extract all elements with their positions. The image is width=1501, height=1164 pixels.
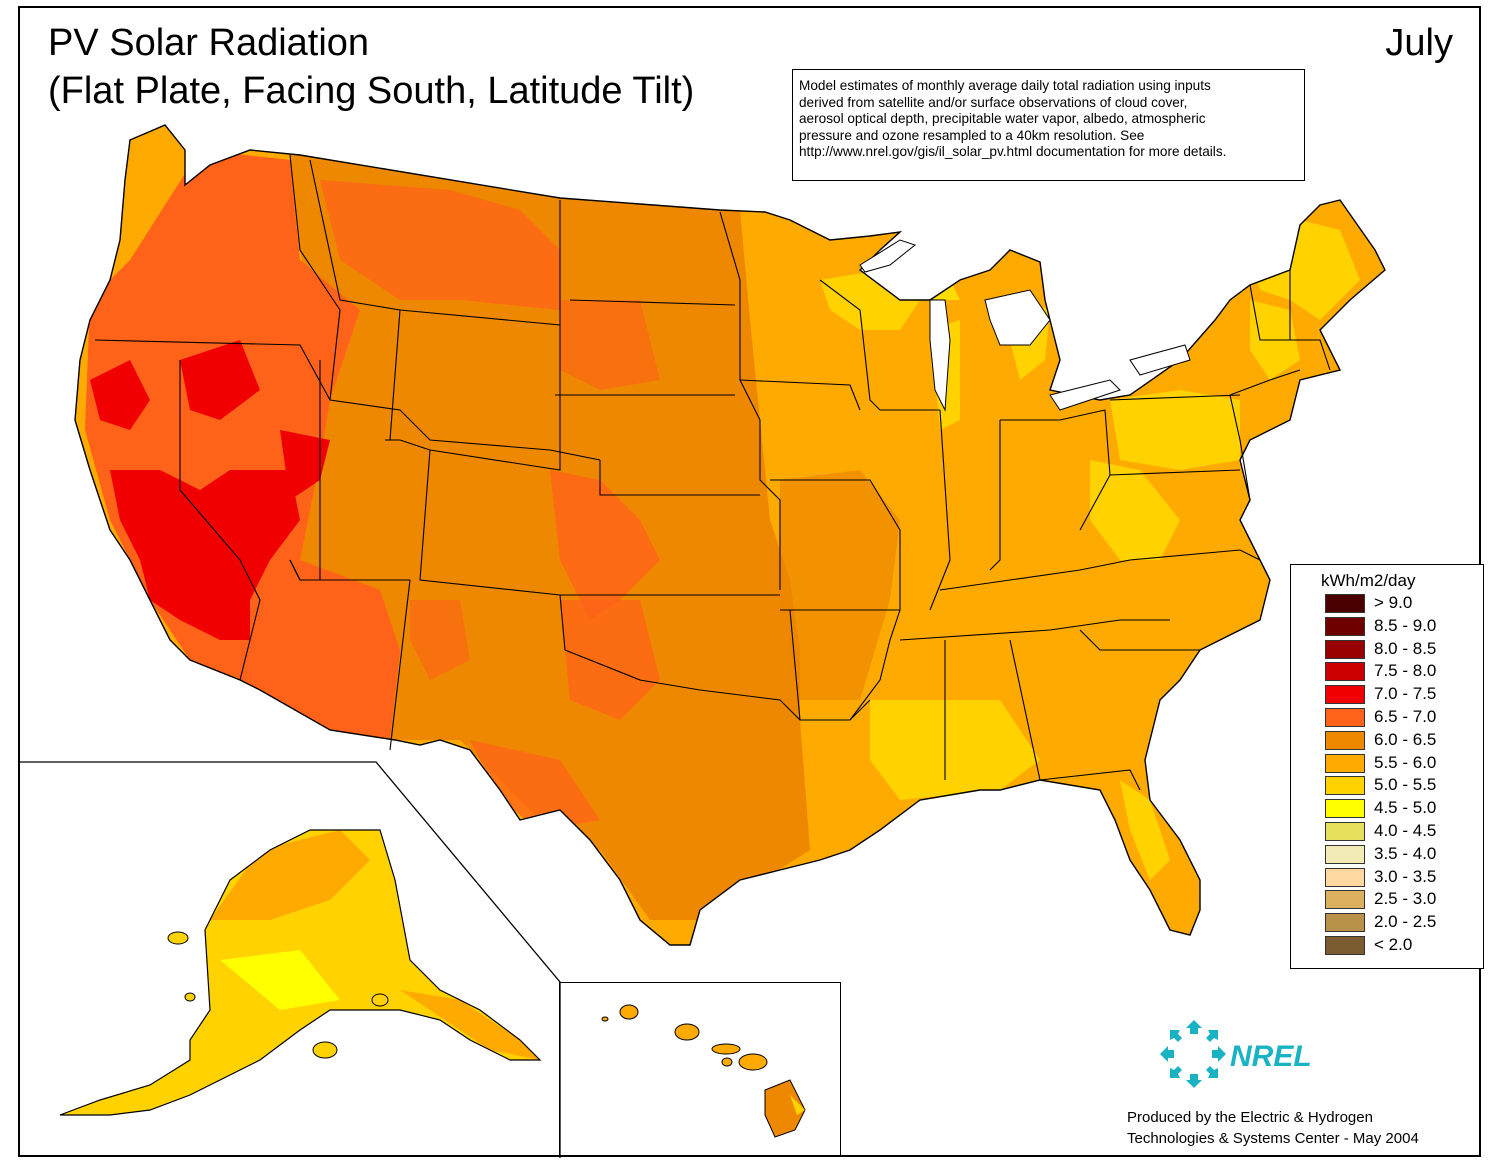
legend-swatch (1325, 639, 1365, 659)
legend-label: 3.0 - 3.5 (1374, 866, 1437, 886)
alaska-islands (167, 931, 389, 1059)
legend-label: 7.5 - 8.0 (1374, 661, 1437, 681)
legend-swatch (1325, 685, 1365, 705)
legend-label: > 9.0 (1374, 593, 1413, 612)
legend-label: < 2.0 (1374, 935, 1413, 954)
nrel-logo-text: NREL (1230, 1040, 1312, 1073)
note-line: http://www.nrel.gov/gis/il_solar_pv.html… (799, 144, 1227, 159)
great-lakes (859, 239, 1191, 412)
legend: kWh/m2/day > 9.0 8.5 - 9.0 8.0 - 8.5 7.5 - … (1290, 564, 1484, 969)
note-line: aerosol optical depth, precipitable wate… (799, 111, 1206, 126)
legend-label: 2.5 - 3.0 (1374, 889, 1437, 909)
legend-swatch (1325, 730, 1365, 750)
hawaii-inset-border (559, 982, 841, 1156)
legend-swatch (1325, 594, 1365, 613)
legend-label: 4.0 - 4.5 (1374, 821, 1437, 840)
legend-swatch (1325, 890, 1365, 910)
map-title: PV Solar Radiation (48, 22, 370, 64)
legend-label: 6.5 - 7.0 (1374, 707, 1437, 726)
legend-swatch (1325, 867, 1365, 887)
legend-swatch (1325, 822, 1365, 841)
legend-title: kWh/m2/day (1321, 571, 1416, 590)
legend-label: 6.0 - 6.5 (1374, 729, 1437, 749)
note-line: derived from satellite and/or surface ob… (799, 94, 1188, 110)
state-boundaries (74, 124, 1386, 946)
legend-swatch (1325, 913, 1365, 933)
legend-label: 7.0 - 7.5 (1374, 684, 1437, 704)
legend-label: 4.5 - 5.0 (1374, 798, 1437, 818)
legend-swatch (1325, 616, 1365, 636)
credit-line: Produced by the Electric & Hydrogen (1127, 1109, 1373, 1126)
nrel-logo-icon: NREL (1160, 1020, 1312, 1088)
alaska-inset-border (20, 761, 561, 1158)
methodology-note: Model estimates of monthly average daily… (792, 69, 1305, 181)
map-subtitle: (Flat Plate, Facing South, Latitude Tilt… (48, 70, 695, 112)
alaska-radiation-layer (60, 830, 540, 1115)
credit-line: Technologies & Systems Center - May 2004 (1127, 1130, 1419, 1147)
hawaii-islands (601, 1004, 806, 1138)
legend-label: 3.5 - 4.0 (1374, 843, 1437, 863)
legend-swatch (1325, 662, 1365, 682)
legend-label: 5.0 - 5.5 (1374, 775, 1437, 795)
legend-label: 2.0 - 2.5 (1374, 912, 1437, 932)
note-line: pressure and ozone resampled to a 40km r… (799, 127, 1145, 143)
legend-swatch (1325, 844, 1365, 864)
legend-swatch (1325, 776, 1365, 796)
alaska-outline (59, 829, 542, 1116)
legend-label: 8.0 - 8.5 (1374, 638, 1437, 658)
legend-swatch (1325, 708, 1365, 727)
credit: Produced by the Electric & Hydrogen Tech… (1127, 1107, 1419, 1149)
note-line: Model estimates of monthly average daily… (799, 78, 1211, 93)
legend-label: 5.5 - 6.0 (1374, 752, 1437, 772)
legend-swatch (1325, 936, 1365, 955)
legend-swatch (1325, 753, 1365, 773)
month-label: July (1385, 22, 1453, 64)
legend-label: 8.5 - 9.0 (1374, 615, 1437, 635)
legend-swatch (1325, 799, 1365, 819)
